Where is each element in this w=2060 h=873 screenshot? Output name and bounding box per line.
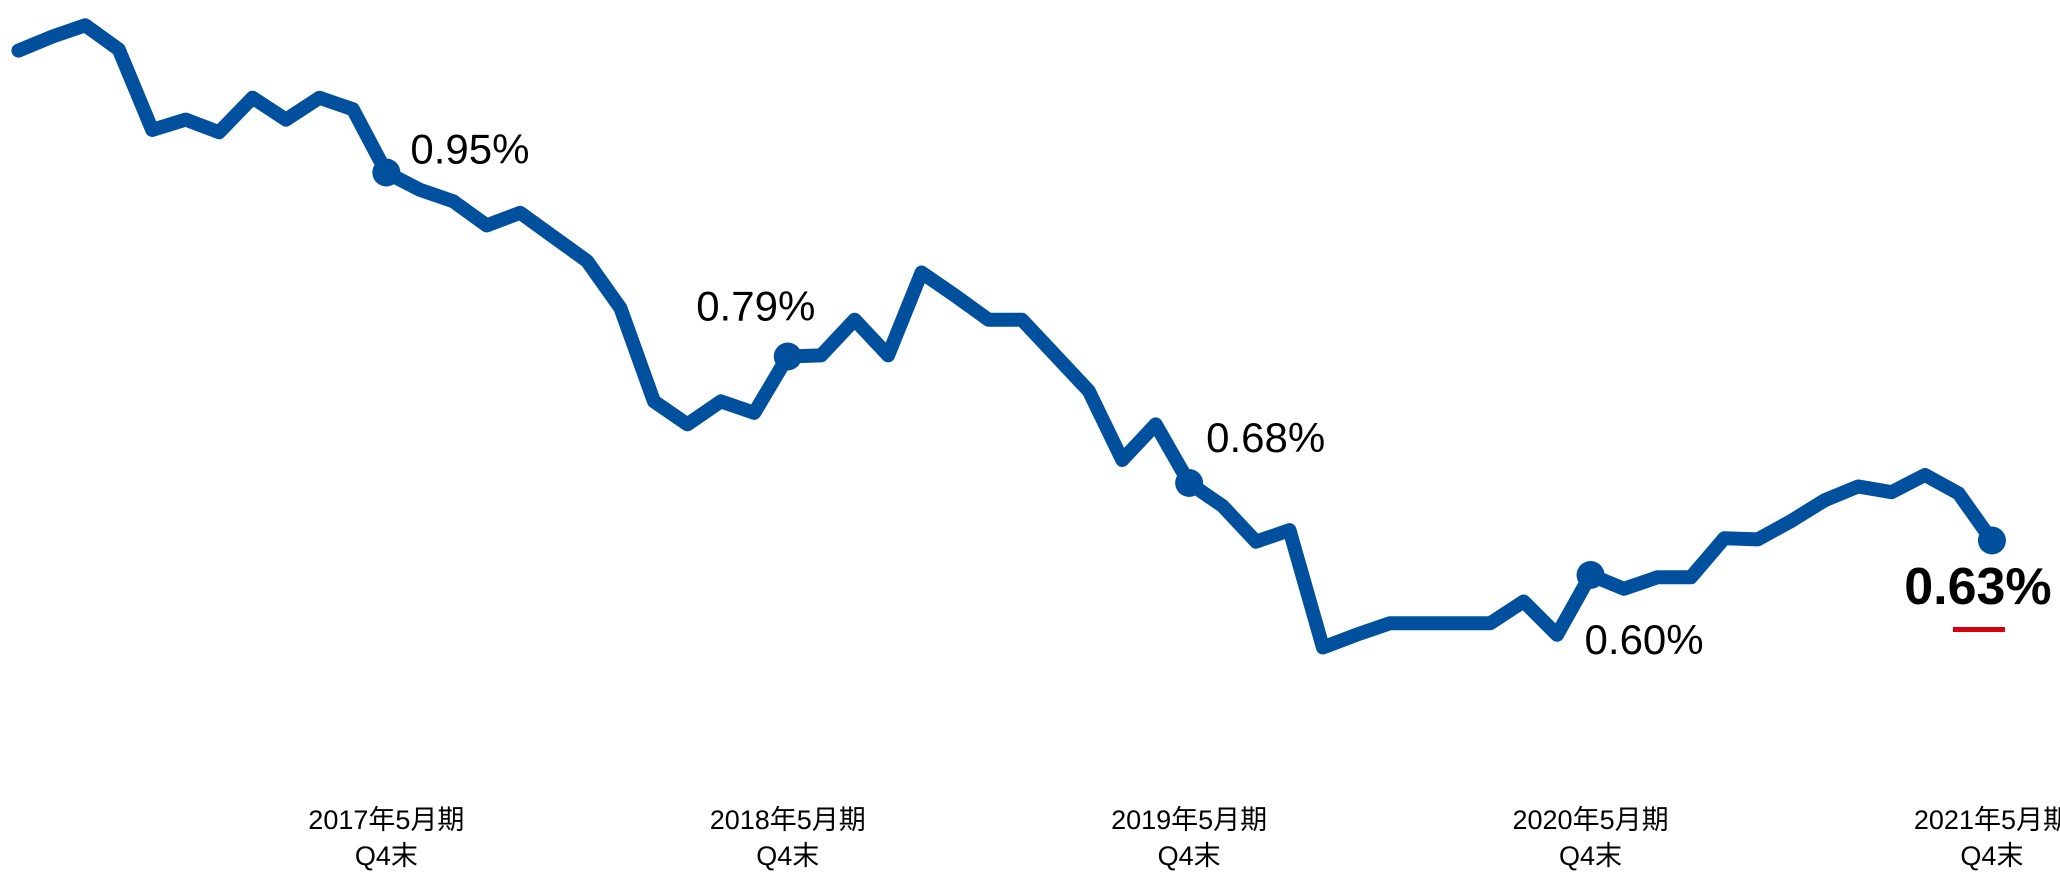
marker [1175, 469, 1204, 497]
value-label: 0.95% [410, 126, 529, 173]
x-tick-label: Q4末 [1960, 841, 2023, 871]
x-tick-label: Q4末 [756, 841, 819, 871]
line [11, 18, 1999, 655]
marker [773, 342, 802, 371]
value-label: 0.68% [1206, 414, 1325, 461]
x-tick-label: 2021年5月期 [1914, 805, 2060, 835]
x-tick-label: Q4末 [1158, 841, 1221, 871]
x-tick-label: 2019年5月期 [1111, 805, 1267, 835]
x-tick-label: Q4末 [355, 841, 418, 871]
marker [1576, 561, 1605, 589]
x-tick-label: 2020年5月期 [1513, 805, 1669, 835]
marker [372, 158, 401, 187]
x-tick-label: 2018年5月期 [710, 805, 866, 835]
value-label: 0.79% [696, 283, 815, 330]
marker [1977, 526, 2006, 555]
x-tick-label: 2017年5月期 [308, 805, 464, 835]
value-label: 0.60% [1585, 616, 1704, 663]
value-label: 0.63% [1904, 558, 2051, 616]
x-tick-label: Q4末 [1559, 841, 1622, 871]
